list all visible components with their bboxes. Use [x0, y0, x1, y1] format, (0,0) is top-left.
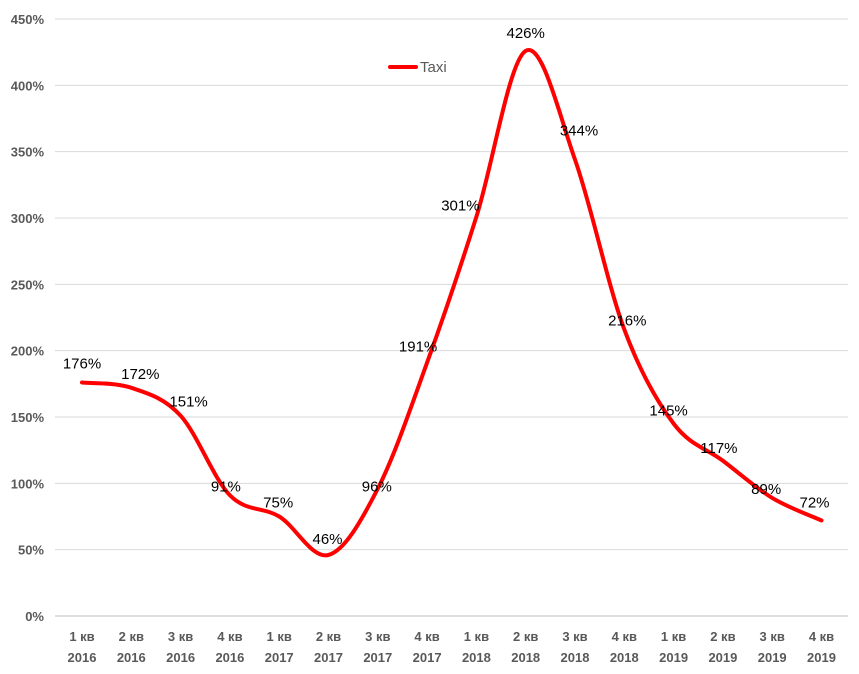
x-tick-label: 4 кв 2019	[807, 629, 836, 665]
data-label: 91%	[211, 478, 241, 495]
y-tick-label: 0%	[25, 609, 44, 624]
legend-label-taxi: Taxi	[420, 59, 447, 76]
x-tick-label: 3 кв 2019	[758, 629, 787, 665]
y-tick-label: 400%	[11, 78, 45, 93]
x-tick-label: 2 кв 2019	[708, 629, 737, 665]
data-label: 301%	[441, 198, 479, 215]
y-axis: 0% 50% 100% 150% 200% 250% 300% 350% 400% 450%	[11, 12, 45, 624]
data-label: 89%	[751, 481, 781, 498]
x-tick-label: 3 кв 2017	[363, 629, 392, 665]
data-label: 151%	[169, 394, 207, 411]
y-tick-label: 250%	[11, 277, 45, 292]
x-tick-label: 4 кв 2017	[413, 629, 442, 665]
y-tick-label: 200%	[11, 344, 45, 359]
x-tick-label: 1 кв 2019	[659, 629, 688, 665]
data-label: 191%	[399, 339, 437, 356]
y-tick-label: 350%	[11, 145, 45, 160]
x-tick-label: 1 кв 2016	[68, 629, 97, 665]
x-tick-label: 4 кв 2018	[610, 629, 639, 665]
gridlines	[55, 18, 848, 617]
x-tick-label: 1 кв 2018	[462, 629, 491, 665]
data-label: 172%	[121, 366, 159, 383]
x-tick-label: 3 кв 2018	[561, 629, 590, 665]
y-tick-label: 150%	[11, 410, 45, 425]
y-tick-label: 300%	[11, 211, 45, 226]
legend: Taxi	[388, 59, 447, 76]
data-label: 96%	[362, 479, 392, 496]
x-tick-label: 2 кв 2016	[117, 629, 146, 665]
data-label: 117%	[700, 440, 737, 457]
data-label: 75%	[263, 495, 293, 512]
data-label: 426%	[507, 25, 545, 42]
series-line-taxi	[80, 48, 824, 558]
x-tick-label: 3 кв 2016	[166, 629, 195, 665]
x-axis: 1 кв 2016 2 кв 2016 3 кв 2016 4 кв 2016 1 кв 2017…	[68, 629, 836, 665]
data-label: 216%	[608, 312, 646, 329]
data-label: 72%	[799, 494, 829, 511]
series-layer	[80, 48, 824, 558]
x-tick-label: 2 кв 2017	[314, 629, 343, 665]
data-label: 344%	[560, 123, 598, 140]
data-label: 145%	[649, 403, 687, 420]
x-tick-label: 4 кв 2016	[215, 629, 244, 665]
data-label: 176%	[63, 356, 101, 373]
y-tick-label: 50%	[18, 543, 44, 558]
x-tick-label: 2 кв 2018	[511, 629, 540, 665]
x-tick-label: 1 кв 2017	[265, 629, 294, 665]
data-label: 46%	[312, 531, 342, 548]
y-tick-label: 450%	[11, 12, 45, 27]
y-tick-label: 100%	[11, 476, 45, 491]
data-labels: 176% 172% 151% 91% 75% 46% 96% 191% 301% 426% 344%…	[63, 25, 830, 548]
